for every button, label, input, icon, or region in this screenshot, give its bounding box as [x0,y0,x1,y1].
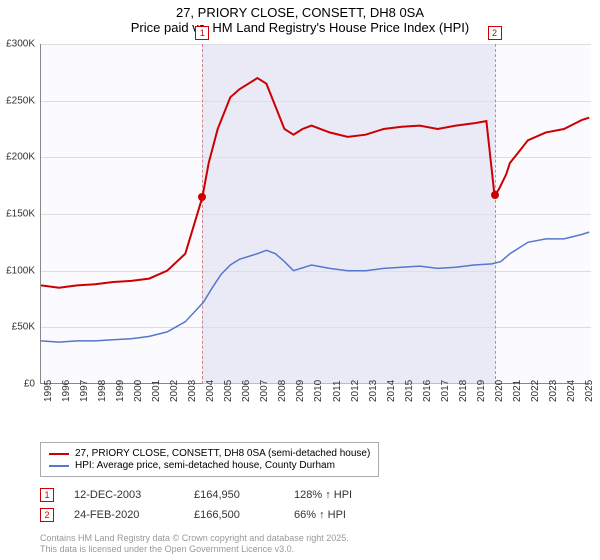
footer-line2: This data is licensed under the Open Gov… [40,544,349,556]
x-tick-label: 2025 [584,380,600,402]
chart-area: 12 £0£50K£100K£150K£200K£250K£300K 19951… [40,44,590,404]
series-hpi [41,232,589,342]
chart-title: 27, PRIORY CLOSE, CONSETT, DH8 0SA [0,0,600,20]
y-tick-label: £150K [0,209,35,220]
legend: 27, PRIORY CLOSE, CONSETT, DH8 0SA (semi… [40,442,379,477]
y-tick-label: £0 [0,379,35,390]
legend-swatch [49,465,69,467]
y-tick-label: £100K [0,265,35,276]
event-change: 128% ↑ HPI [294,489,352,501]
event-badge: 2 [40,508,54,522]
footer-line1: Contains HM Land Registry data © Crown c… [40,533,349,545]
y-tick-label: £300K [0,39,35,50]
event-price: £166,500 [194,509,274,521]
legend-item: HPI: Average price, semi-detached house,… [49,460,370,471]
event-change: 66% ↑ HPI [294,509,346,521]
chart-subtitle: Price paid vs. HM Land Registry's House … [0,20,600,35]
marker-badge-2: 2 [488,26,502,40]
plot-region: 12 [40,44,590,384]
event-date: 24-FEB-2020 [74,509,174,521]
chart-container: 27, PRIORY CLOSE, CONSETT, DH8 0SA Price… [0,0,600,560]
legend-swatch [49,453,69,455]
y-tick-label: £250K [0,95,35,106]
event-badge: 1 [40,488,54,502]
event-row-1: 1 12-DEC-2003 £164,950 128% ↑ HPI [40,488,352,502]
line-series [41,44,591,384]
legend-label: HPI: Average price, semi-detached house,… [75,460,335,471]
footer-attribution: Contains HM Land Registry data © Crown c… [40,533,349,556]
y-tick-label: £200K [0,152,35,163]
y-tick-label: £50K [0,322,35,333]
event-row-2: 2 24-FEB-2020 £166,500 66% ↑ HPI [40,508,346,522]
event-price: £164,950 [194,489,274,501]
legend-item: 27, PRIORY CLOSE, CONSETT, DH8 0SA (semi… [49,448,370,459]
event-date: 12-DEC-2003 [74,489,174,501]
legend-label: 27, PRIORY CLOSE, CONSETT, DH8 0SA (semi… [75,448,370,459]
marker-badge-1: 1 [195,26,209,40]
